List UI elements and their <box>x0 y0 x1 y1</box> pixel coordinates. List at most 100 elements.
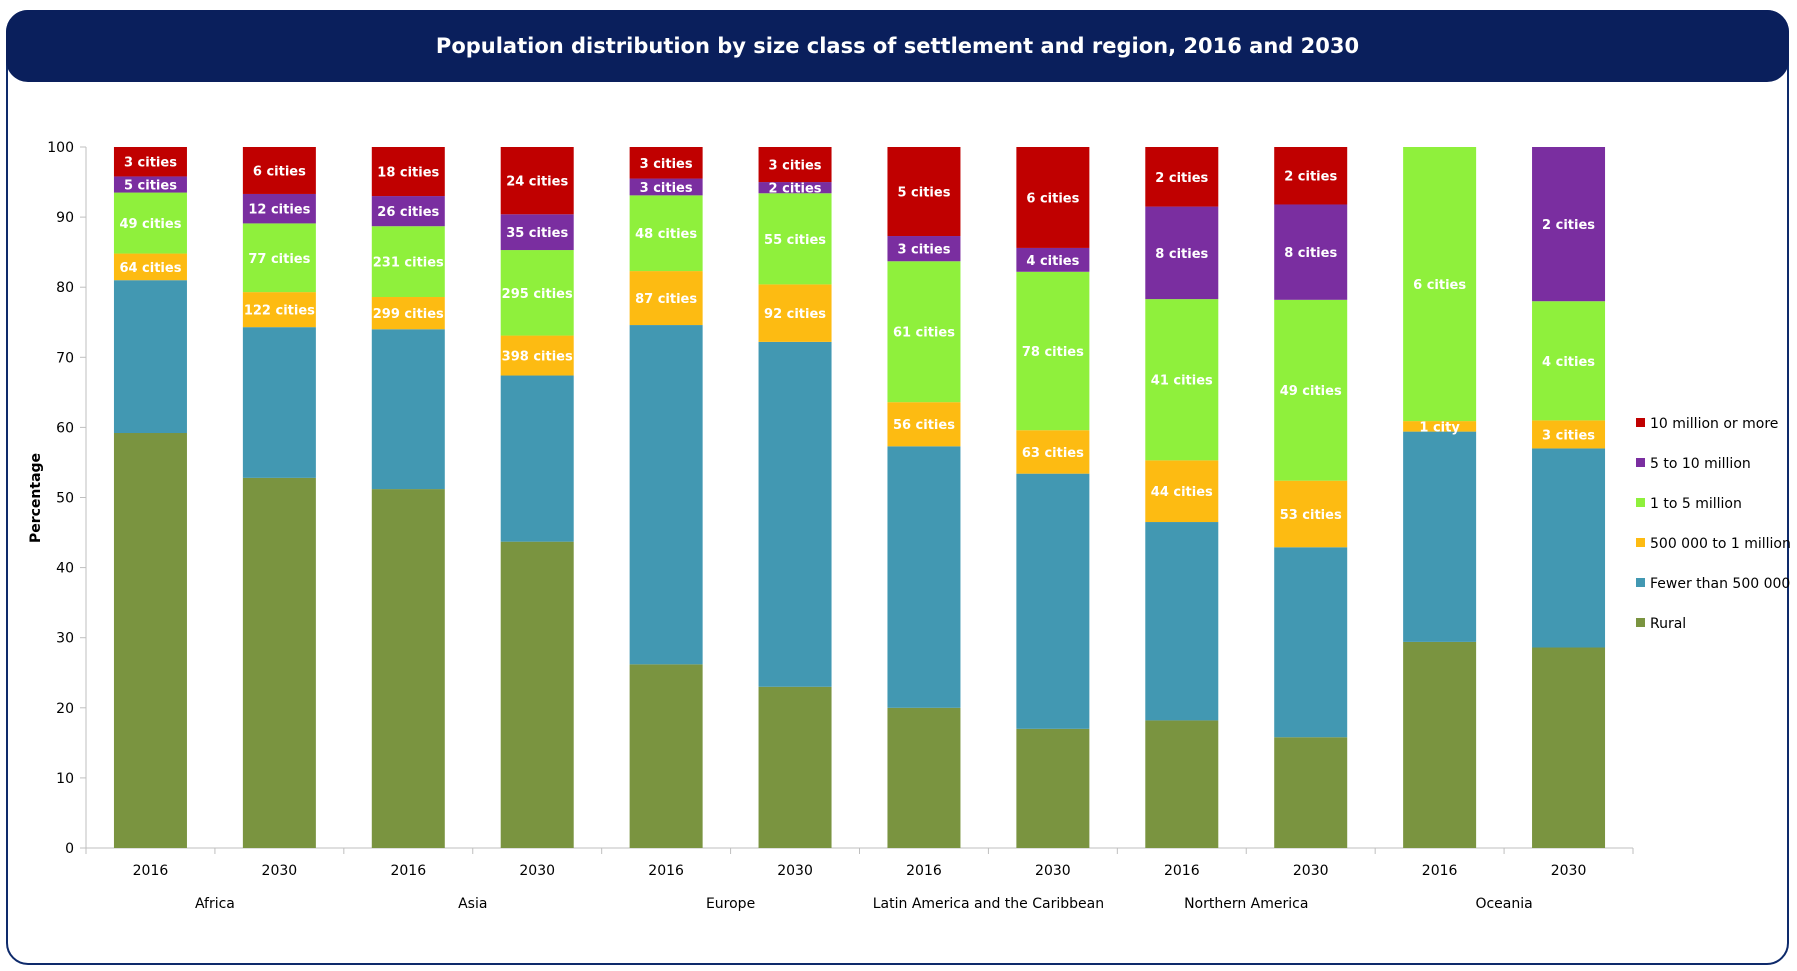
y-tick-label: 30 <box>56 631 74 647</box>
bar-segment <box>629 147 703 179</box>
data-label: 295 cities <box>502 287 573 302</box>
bar-segment <box>1403 431 1477 642</box>
bar-segment <box>1274 147 1348 205</box>
bar-segment <box>500 335 574 376</box>
bar-segment <box>1532 147 1606 302</box>
x-tick-label: 2016 <box>648 863 684 879</box>
axes: 0 10 20 30 40 50 60 70 80 90 100 <box>47 140 1634 857</box>
bar-segment <box>242 193 316 224</box>
data-label: 3 cities <box>640 157 693 172</box>
data-label: 2 cities <box>1542 218 1595 233</box>
chart-title: Population distribution by size class of… <box>435 34 1360 58</box>
legend-swatch <box>1636 578 1645 587</box>
data-label: 6 cities <box>1413 278 1466 293</box>
legend-label: Rural <box>1650 616 1686 632</box>
data-label: 44 cities <box>1151 485 1213 500</box>
data-label: 48 cities <box>635 227 697 242</box>
bar-segment <box>1145 720 1219 848</box>
data-label: 231 cities <box>373 256 444 271</box>
bar-segment <box>371 147 445 197</box>
data-label: 2 cities <box>1284 170 1337 185</box>
data-label: 87 cities <box>635 292 697 307</box>
y-tick-label: 40 <box>56 561 74 577</box>
bar-segment <box>113 280 187 434</box>
x-tick-label: 2030 <box>1551 863 1587 879</box>
y-tick-label: 0 <box>65 841 74 857</box>
bar-segment <box>1145 522 1219 721</box>
data-labels: 64 cities 49 cities 5 cities 3 cities 122 ci… <box>119 156 1595 523</box>
y-tick-label: 20 <box>56 701 74 717</box>
bar-segment <box>758 147 832 183</box>
data-label: 63 cities <box>1022 446 1084 461</box>
data-label: 49 cities <box>1280 384 1342 399</box>
bar-segment <box>1274 480 1348 548</box>
bar-segment <box>629 664 703 848</box>
bar-segment <box>1145 299 1219 461</box>
bar-segment <box>887 236 961 262</box>
data-label: 8 cities <box>1155 247 1208 262</box>
x-tick-label: 2016 <box>133 863 169 879</box>
x-tick-label: 2030 <box>1293 863 1329 879</box>
bar-segment <box>113 433 187 848</box>
y-axis-label: Percentage <box>28 453 44 543</box>
bar-segment <box>500 375 574 542</box>
bar-segment <box>1274 204 1348 300</box>
x-axis-labels: 2016 2030 2016 2030 2016 2030 2016 2030 2016 2030… <box>133 863 1587 912</box>
bar-segment <box>1274 737 1348 848</box>
legend-swatch <box>1636 418 1645 427</box>
bar-segment <box>758 341 832 687</box>
bar-segment <box>1403 421 1477 432</box>
bar-segment <box>1403 147 1477 422</box>
y-tick-label: 10 <box>56 771 74 787</box>
bar-segment <box>1274 547 1348 738</box>
data-label: 2 cities <box>1155 171 1208 186</box>
data-label: 53 cities <box>1280 508 1342 523</box>
bar-segment <box>113 147 187 177</box>
data-label: 12 cities <box>248 203 310 218</box>
bar-segment <box>242 477 316 848</box>
data-label: 299 cities <box>373 307 444 322</box>
x-tick-label: 2030 <box>262 863 298 879</box>
data-label: 3 cities <box>897 243 950 258</box>
bar-segment <box>113 253 187 281</box>
bar-segment <box>1532 420 1606 449</box>
data-label: 4 cities <box>1542 355 1595 370</box>
bar-segment <box>1016 247 1090 272</box>
bar-segment <box>629 178 703 196</box>
bar-segment <box>242 147 316 194</box>
data-label: 26 cities <box>377 205 439 220</box>
group-label: Africa <box>195 896 235 912</box>
x-tick-label: 2030 <box>519 863 555 879</box>
data-label: 24 cities <box>506 175 568 190</box>
data-label: 64 cities <box>119 261 181 276</box>
bar-segment <box>758 193 832 285</box>
bar-segment <box>1016 147 1090 248</box>
bar-segment <box>887 707 961 848</box>
bar-segment <box>1016 430 1090 474</box>
bar-segment <box>1403 641 1477 848</box>
group-label: Asia <box>458 896 487 912</box>
legend-label: 10 million or more <box>1650 416 1778 432</box>
bar-segment <box>113 192 187 254</box>
data-label: 8 cities <box>1284 246 1337 261</box>
data-label: 61 cities <box>893 326 955 341</box>
x-tick-label: 2016 <box>1164 863 1200 879</box>
bar-segment <box>758 284 832 342</box>
data-label: 3 cities <box>769 159 822 174</box>
x-tick-label: 2016 <box>390 863 426 879</box>
bar-segment <box>371 329 445 490</box>
data-label: 5 cities <box>897 186 950 201</box>
bar-segment <box>1145 460 1219 523</box>
data-label: 6 cities <box>1026 191 1079 206</box>
data-label: 6 cities <box>253 164 306 179</box>
bar-segment <box>1532 301 1606 421</box>
bar-segment <box>887 446 961 708</box>
bar-segment <box>629 325 703 665</box>
bar-segment <box>1016 473 1090 729</box>
bars <box>113 147 1606 848</box>
y-tick-label: 90 <box>56 210 74 226</box>
bar-segment <box>1532 448 1606 648</box>
bar-segment <box>371 489 445 848</box>
y-tick-label: 60 <box>56 420 74 436</box>
bar-segment <box>242 292 316 328</box>
